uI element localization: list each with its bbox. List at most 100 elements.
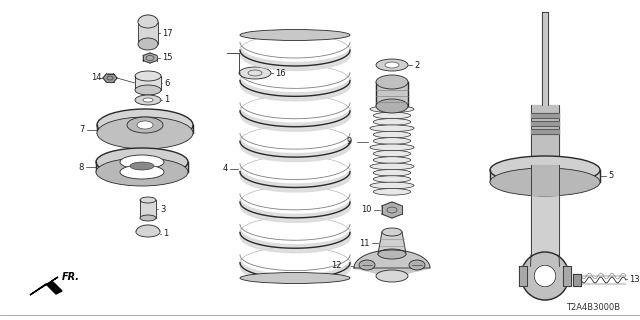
Polygon shape — [140, 200, 156, 218]
Polygon shape — [531, 121, 559, 126]
Ellipse shape — [138, 38, 158, 50]
Polygon shape — [378, 232, 406, 254]
Ellipse shape — [373, 188, 411, 195]
Ellipse shape — [373, 157, 411, 163]
Ellipse shape — [137, 121, 153, 129]
Ellipse shape — [373, 150, 411, 157]
Polygon shape — [110, 78, 117, 82]
Bar — [138, 22, 158, 44]
Polygon shape — [135, 76, 161, 90]
Polygon shape — [354, 250, 430, 281]
Polygon shape — [531, 165, 559, 195]
Ellipse shape — [140, 197, 156, 203]
Polygon shape — [143, 58, 150, 63]
Polygon shape — [490, 170, 600, 182]
Text: 8: 8 — [79, 163, 84, 172]
Ellipse shape — [385, 62, 399, 68]
Polygon shape — [103, 78, 110, 82]
Polygon shape — [531, 113, 559, 118]
Text: 3: 3 — [160, 204, 165, 213]
Ellipse shape — [239, 67, 271, 79]
Polygon shape — [392, 202, 403, 210]
Ellipse shape — [135, 85, 161, 95]
Ellipse shape — [135, 95, 161, 105]
Ellipse shape — [143, 98, 153, 102]
Ellipse shape — [373, 176, 411, 182]
Ellipse shape — [378, 249, 406, 259]
Ellipse shape — [96, 148, 188, 176]
Text: 17: 17 — [162, 28, 173, 37]
Ellipse shape — [376, 75, 408, 89]
Polygon shape — [573, 274, 581, 286]
Text: 11: 11 — [360, 238, 370, 247]
Ellipse shape — [97, 109, 193, 141]
Ellipse shape — [376, 59, 408, 71]
Ellipse shape — [359, 260, 375, 270]
Polygon shape — [563, 266, 571, 286]
Ellipse shape — [240, 29, 350, 40]
Text: 4: 4 — [223, 164, 228, 173]
Text: 1: 1 — [164, 95, 169, 105]
Polygon shape — [542, 12, 548, 105]
Ellipse shape — [140, 215, 156, 221]
Polygon shape — [376, 82, 408, 106]
Polygon shape — [519, 266, 527, 286]
Text: 13: 13 — [629, 275, 639, 284]
Polygon shape — [531, 255, 559, 266]
Polygon shape — [106, 74, 113, 78]
Text: 1: 1 — [163, 229, 168, 238]
Polygon shape — [531, 195, 559, 255]
Ellipse shape — [130, 162, 154, 170]
Polygon shape — [381, 206, 392, 214]
Polygon shape — [96, 162, 188, 172]
Text: 2: 2 — [414, 60, 419, 69]
Ellipse shape — [120, 155, 164, 169]
Text: 9: 9 — [347, 138, 352, 147]
Ellipse shape — [373, 131, 411, 138]
Ellipse shape — [490, 156, 600, 184]
Ellipse shape — [373, 170, 411, 176]
Text: 6: 6 — [164, 78, 170, 87]
Polygon shape — [138, 15, 158, 22]
Polygon shape — [392, 206, 403, 214]
Polygon shape — [97, 125, 193, 133]
Circle shape — [534, 265, 556, 287]
Text: 15: 15 — [162, 53, 173, 62]
Ellipse shape — [370, 144, 414, 151]
Text: 14: 14 — [92, 74, 102, 83]
Ellipse shape — [135, 71, 161, 81]
Ellipse shape — [373, 119, 411, 125]
Ellipse shape — [370, 163, 414, 170]
Ellipse shape — [376, 270, 408, 282]
Ellipse shape — [490, 168, 600, 196]
Text: 5: 5 — [608, 172, 613, 180]
Ellipse shape — [120, 165, 164, 179]
Ellipse shape — [97, 117, 193, 149]
Polygon shape — [150, 55, 157, 60]
Ellipse shape — [382, 228, 402, 236]
Polygon shape — [531, 105, 559, 165]
Polygon shape — [30, 277, 62, 295]
Ellipse shape — [373, 112, 411, 119]
Polygon shape — [110, 74, 117, 78]
Polygon shape — [531, 129, 559, 134]
Text: T2A4B3000B: T2A4B3000B — [566, 303, 620, 313]
Polygon shape — [143, 53, 150, 58]
Ellipse shape — [373, 138, 411, 144]
Circle shape — [521, 252, 569, 300]
Ellipse shape — [138, 16, 158, 28]
Ellipse shape — [240, 273, 350, 284]
Ellipse shape — [136, 227, 160, 237]
Text: 12: 12 — [332, 261, 342, 270]
Polygon shape — [392, 210, 403, 218]
Ellipse shape — [409, 260, 425, 270]
Text: FR.: FR. — [62, 272, 80, 282]
Ellipse shape — [376, 99, 408, 113]
Ellipse shape — [370, 125, 414, 132]
Ellipse shape — [370, 182, 414, 189]
Polygon shape — [150, 58, 157, 63]
Ellipse shape — [127, 117, 163, 133]
Text: 10: 10 — [362, 205, 372, 214]
Polygon shape — [381, 210, 392, 218]
Ellipse shape — [96, 158, 188, 186]
